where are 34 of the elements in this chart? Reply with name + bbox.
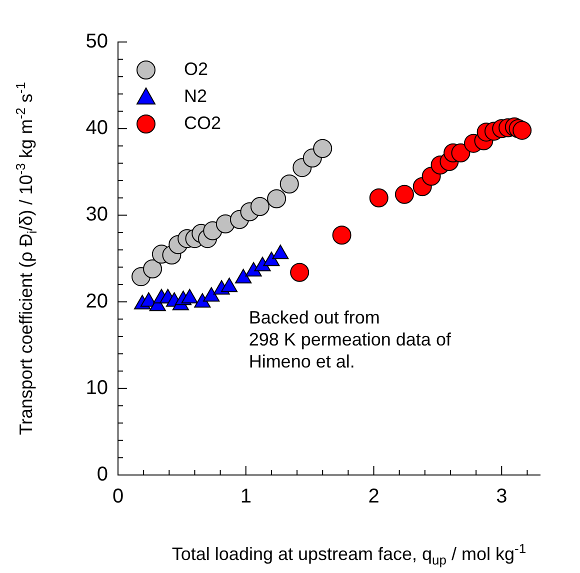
- point: [220, 278, 238, 292]
- legend-label: N2: [184, 86, 208, 106]
- point: [280, 174, 299, 194]
- point: [263, 252, 280, 266]
- point: [194, 293, 211, 308]
- point: [250, 197, 270, 216]
- legend-label: O2: [184, 58, 208, 79]
- point: [332, 226, 352, 245]
- y-tick-label: 10: [86, 376, 108, 399]
- x-tick-label: 0: [112, 486, 124, 508]
- point: [369, 188, 388, 208]
- y-axis-title: Transport coefficient (ρ Đi/δ) / 10-3 kg m-2 s-1: [12, 82, 40, 435]
- y-tick-label: 40: [86, 117, 108, 140]
- y-tick-label: 20: [86, 290, 108, 312]
- legend-label: CO2: [184, 112, 222, 133]
- point: [451, 143, 470, 162]
- point: [512, 120, 532, 140]
- point: [267, 189, 286, 208]
- x-tick-label: 1: [240, 486, 252, 508]
- y-tick-label: 0: [96, 464, 108, 486]
- y-tick-label: 30: [86, 204, 108, 226]
- point: [290, 262, 310, 282]
- y-tick-label: 50: [86, 30, 108, 53]
- point: [254, 256, 271, 272]
- point: [203, 287, 220, 302]
- x-tick-label: 2: [368, 486, 380, 508]
- point: [235, 268, 252, 284]
- x-tick-label: 3: [496, 486, 508, 508]
- point: [143, 259, 162, 278]
- point: [313, 139, 332, 158]
- annotation: Backed out from 298 K permeation data of Himeno et al.: [248, 307, 452, 372]
- point: [272, 244, 289, 260]
- point: [181, 288, 198, 304]
- point: [394, 184, 414, 204]
